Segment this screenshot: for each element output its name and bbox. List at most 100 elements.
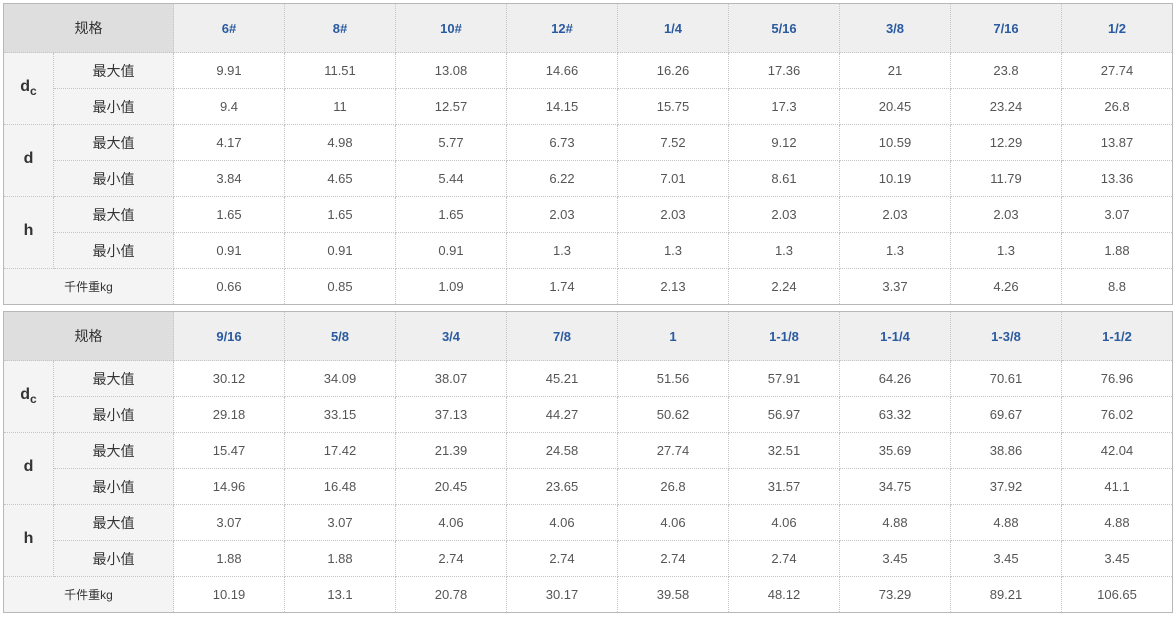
value-cell: 17.42 bbox=[284, 432, 396, 469]
size-header: 12# bbox=[506, 3, 618, 53]
weight-cell: 3.37 bbox=[839, 268, 951, 305]
dimension-label: d bbox=[3, 432, 54, 505]
value-cell: 44.27 bbox=[506, 396, 618, 433]
value-cell: 10.59 bbox=[839, 124, 951, 161]
value-cell: 35.69 bbox=[839, 432, 951, 469]
value-cell: 14.96 bbox=[173, 468, 285, 505]
value-cell: 3.45 bbox=[950, 540, 1062, 577]
value-cell: 14.66 bbox=[506, 52, 618, 89]
max-label: 最大值 bbox=[53, 196, 174, 233]
spec-table-2: 规格 9/16 5/8 3/4 7/8 1 1-1/8 1-1/4 1-3/8 1-1/2 dc 最大… bbox=[3, 311, 1173, 613]
value-cell: 13.36 bbox=[1061, 160, 1173, 197]
size-header: 1-1/4 bbox=[839, 311, 951, 361]
max-label: 最大值 bbox=[53, 52, 174, 89]
table-row: 最小值 0.91 0.91 0.91 1.3 1.3 1.3 1.3 1.3 1.88 bbox=[4, 232, 1173, 269]
value-cell: 21.39 bbox=[395, 432, 507, 469]
value-cell: 1.88 bbox=[1061, 232, 1173, 269]
value-cell: 4.88 bbox=[839, 504, 951, 541]
table-row: d 最大值 15.47 17.42 21.39 24.58 27.74 32.51 35.69 3… bbox=[3, 432, 1173, 505]
value-cell: 51.56 bbox=[617, 360, 729, 397]
value-cell: 20.45 bbox=[839, 88, 951, 125]
weight-cell: 39.58 bbox=[617, 576, 729, 613]
value-cell: 11.79 bbox=[950, 160, 1062, 197]
value-cell: 9.4 bbox=[173, 88, 285, 125]
min-label: 最小值 bbox=[53, 540, 174, 577]
size-header: 5/16 bbox=[728, 3, 840, 53]
value-cell: 16.26 bbox=[617, 52, 729, 89]
value-cell: 1.3 bbox=[728, 232, 840, 269]
dimension-symbol: d bbox=[23, 458, 34, 476]
weight-cell: 73.29 bbox=[839, 576, 951, 613]
weight-cell: 106.65 bbox=[1061, 576, 1173, 613]
value-cell: 2.03 bbox=[617, 196, 729, 233]
table-row: 最小值 9.4 11 12.57 14.15 15.75 17.3 20.45 23.24 26.… bbox=[4, 88, 1173, 125]
weight-cell: 10.19 bbox=[173, 576, 285, 613]
value-cell: 1.65 bbox=[395, 196, 507, 233]
value-cell: 24.58 bbox=[506, 432, 618, 469]
size-header: 1-3/8 bbox=[950, 311, 1062, 361]
size-header: 5/8 bbox=[284, 311, 396, 361]
value-cell: 1.3 bbox=[950, 232, 1062, 269]
table-row: 最小值 3.84 4.65 5.44 6.22 7.01 8.61 10.19 11.79 13.… bbox=[4, 160, 1173, 197]
size-header: 9/16 bbox=[173, 311, 285, 361]
spec-header: 规格 bbox=[3, 3, 174, 53]
size-header: 8# bbox=[284, 3, 396, 53]
weight-row: 千件重kg 0.66 0.85 1.09 1.74 2.13 2.24 3.37 4.26 8.8 bbox=[3, 268, 1173, 305]
value-cell: 13.87 bbox=[1061, 124, 1173, 161]
value-cell: 4.06 bbox=[395, 504, 507, 541]
table-row: dc 最大值 9.91 11.51 13.08 14.66 16.26 17.36 21 23.8… bbox=[3, 52, 1173, 125]
min-label: 最小值 bbox=[53, 160, 174, 197]
value-cell: 17.3 bbox=[728, 88, 840, 125]
table-row: 最小值 1.88 1.88 2.74 2.74 2.74 2.74 3.45 3.45 3.45 bbox=[4, 540, 1173, 577]
weight-cell: 8.8 bbox=[1061, 268, 1173, 305]
value-cell: 6.73 bbox=[506, 124, 618, 161]
weight-cell: 1.74 bbox=[506, 268, 618, 305]
weight-cell: 2.13 bbox=[617, 268, 729, 305]
value-cell: 8.61 bbox=[728, 160, 840, 197]
weight-cell: 0.85 bbox=[284, 268, 396, 305]
value-cell: 4.65 bbox=[284, 160, 396, 197]
dimension-symbol: d bbox=[23, 150, 34, 168]
value-cell: 45.21 bbox=[506, 360, 618, 397]
weight-cell: 13.1 bbox=[284, 576, 396, 613]
value-cell: 1.3 bbox=[506, 232, 618, 269]
value-cell: 33.15 bbox=[284, 396, 396, 433]
value-cell: 0.91 bbox=[173, 232, 285, 269]
size-header: 7/8 bbox=[506, 311, 618, 361]
value-cell: 1.88 bbox=[173, 540, 285, 577]
value-cell: 9.12 bbox=[728, 124, 840, 161]
size-header: 10# bbox=[395, 3, 507, 53]
value-cell: 17.36 bbox=[728, 52, 840, 89]
value-cell: 50.62 bbox=[617, 396, 729, 433]
size-header: 1-1/2 bbox=[1061, 311, 1173, 361]
weight-label: 千件重kg bbox=[3, 268, 174, 305]
value-cell: 38.07 bbox=[395, 360, 507, 397]
size-header: 3/8 bbox=[839, 3, 951, 53]
min-label: 最小值 bbox=[53, 88, 174, 125]
dimension-subscript: c bbox=[30, 392, 37, 407]
dimension-symbol: h bbox=[23, 530, 34, 548]
size-header: 7/16 bbox=[950, 3, 1062, 53]
value-cell: 41.1 bbox=[1061, 468, 1173, 505]
weight-label: 千件重kg bbox=[3, 576, 174, 613]
value-cell: 6.22 bbox=[506, 160, 618, 197]
size-header: 1/2 bbox=[1061, 3, 1173, 53]
value-cell: 4.17 bbox=[173, 124, 285, 161]
value-cell: 29.18 bbox=[173, 396, 285, 433]
value-cell: 26.8 bbox=[1061, 88, 1173, 125]
value-cell: 12.29 bbox=[950, 124, 1062, 161]
dimension-label: dc bbox=[3, 360, 54, 433]
value-cell: 69.67 bbox=[950, 396, 1062, 433]
max-label: 最大值 bbox=[53, 124, 174, 161]
value-cell: 38.86 bbox=[950, 432, 1062, 469]
header-row: 规格 6# 8# 10# 12# 1/4 5/16 3/8 7/16 1/2 bbox=[3, 3, 1173, 53]
value-cell: 7.01 bbox=[617, 160, 729, 197]
value-cell: 23.24 bbox=[950, 88, 1062, 125]
value-cell: 9.91 bbox=[173, 52, 285, 89]
value-cell: 1.3 bbox=[839, 232, 951, 269]
size-header: 1-1/8 bbox=[728, 311, 840, 361]
value-cell: 20.45 bbox=[395, 468, 507, 505]
spec-table-1: 规格 6# 8# 10# 12# 1/4 5/16 3/8 7/16 1/2 dc 最大值 9.91 11… bbox=[3, 3, 1173, 305]
value-cell: 57.91 bbox=[728, 360, 840, 397]
value-cell: 76.02 bbox=[1061, 396, 1173, 433]
